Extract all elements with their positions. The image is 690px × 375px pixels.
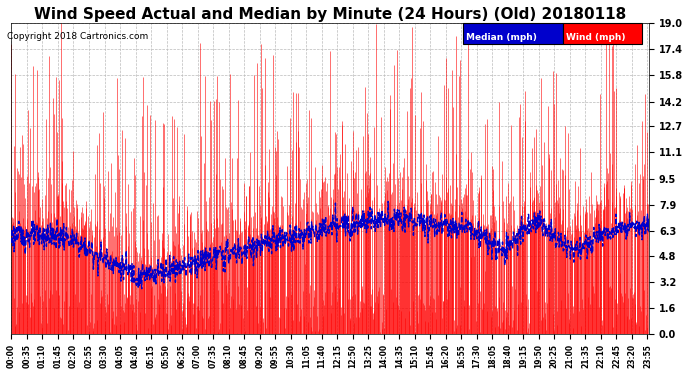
Text: Median (mph): Median (mph) [466,33,538,42]
Text: Copyright 2018 Cartronics.com: Copyright 2018 Cartronics.com [7,32,148,41]
Title: Wind Speed Actual and Median by Minute (24 Hours) (Old) 20180118: Wind Speed Actual and Median by Minute (… [34,7,627,22]
Text: Wind (mph): Wind (mph) [566,33,626,42]
